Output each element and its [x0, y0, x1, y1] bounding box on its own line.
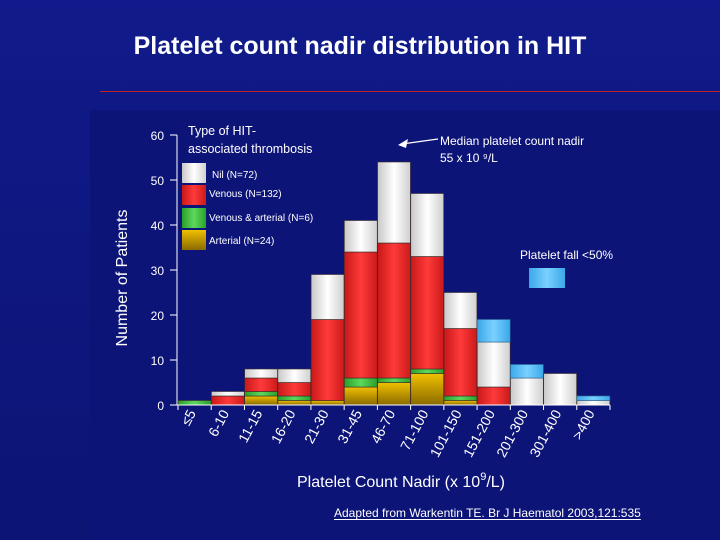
x-tick-label: 301-400: [526, 407, 564, 460]
bar-nil-400: [576, 400, 611, 406]
bar-venous-arterial-16-20: [277, 395, 312, 401]
bar-nil-31-45: [344, 220, 378, 253]
x-tick-label: >400: [569, 407, 598, 443]
platelet-fall-swatch: [529, 268, 565, 288]
bar-nil-201-300: [510, 377, 544, 406]
x-tick-label: ≤5: [178, 407, 199, 428]
bar-platelet-fall-151-200: [476, 319, 511, 343]
bar-arterial-21-30: [310, 400, 345, 406]
median-annotation: Median platelet count nadir 55 x 10 ⁹/L: [398, 134, 584, 165]
bar-arterial-101-150: [443, 400, 478, 406]
median-arrow-line: [401, 138, 439, 145]
x-tick-label: 16-20: [268, 407, 299, 446]
median-annotation-line1: Median platelet count nadir: [440, 134, 584, 148]
title-divider: [100, 91, 720, 92]
slide-title: Platelet count nadir distribution in HIT: [133, 32, 587, 60]
x-tick-label: 6-10: [205, 407, 232, 439]
bar-venous-101-150: [443, 328, 478, 397]
y-axis-label: Number of Patients: [114, 210, 131, 347]
platelet-fall-label: Platelet fall <50%: [520, 248, 613, 262]
legend-swatch-venous-arterial: [182, 208, 206, 228]
x-tick-label: 46-70: [367, 407, 398, 446]
bar-venous-11-15: [244, 377, 278, 392]
y-tick-label: 50: [151, 174, 165, 188]
bar-venous-21-30: [310, 319, 345, 401]
bar-arterial-71-100: [410, 373, 444, 406]
source-credit: Adapted from Warkentin TE. Br J Haematol…: [334, 506, 641, 520]
x-tick-label: 71-100: [397, 407, 432, 453]
bar-venous-31-45: [344, 251, 378, 379]
bar-platelet-fall-201-300: [510, 364, 544, 379]
bar-arterial-46-70: [377, 382, 411, 406]
bar-nil-301-400: [543, 373, 577, 406]
bar-venous-6-10: [211, 395, 245, 406]
legend-title-line2: associated thrombosis: [188, 142, 312, 156]
legend: Type of HIT- associated thrombosis Nil (…: [182, 124, 313, 250]
legend-label-venous-arterial: Venous & arterial (N=6): [209, 213, 313, 224]
bar-arterial-16-20: [277, 400, 312, 406]
bar-venous-46-70: [377, 242, 411, 379]
bar-nil-46-70: [377, 161, 411, 244]
bar-venous-arterial-5: [177, 400, 212, 406]
bar-venous-arterial-31-45: [344, 377, 378, 388]
y-tick-label: 30: [151, 264, 165, 278]
bar-venous-arterial-101-150: [443, 395, 478, 401]
bar-nil-101-150: [443, 292, 478, 329]
bar-arterial-11-15: [244, 395, 278, 406]
bar-nil-16-20: [277, 368, 312, 383]
bar-venous-151-200: [476, 386, 511, 406]
bar-venous-71-100: [410, 256, 444, 370]
bar-venous-arterial-71-100: [410, 368, 444, 374]
legend-swatch-nil: [182, 163, 206, 183]
y-tick-label: 40: [151, 219, 165, 233]
bar-venous-arterial-11-15: [244, 391, 278, 397]
bar-nil-11-15: [244, 368, 278, 379]
x-axis-label: Platelet Count Nadir (x 109/L): [297, 471, 505, 491]
bar-arterial-31-45: [344, 386, 378, 406]
legend-swatch-venous: [182, 185, 206, 205]
bar-platelet-fall-400: [576, 395, 611, 401]
x-tick-label: 11-15: [235, 407, 266, 445]
bar-venous-16-20: [277, 382, 312, 397]
bar-venous-arterial-46-70: [377, 377, 411, 383]
legend-label-venous: Venous (N=132): [209, 189, 282, 200]
y-tick-label: 20: [151, 309, 165, 323]
legend-title-line1: Type of HIT-: [188, 124, 256, 138]
x-tick-label: 31-45: [334, 407, 365, 446]
bar-nil-151-200: [476, 341, 511, 388]
y-tick-label: 60: [151, 129, 165, 143]
legend-swatch-arterial: [182, 230, 206, 250]
y-tick-label: 10: [151, 354, 165, 368]
bar-nil-6-10: [211, 391, 245, 397]
bar-nil-71-100: [410, 193, 444, 257]
median-annotation-line2: 55 x 10 ⁹/L: [440, 151, 498, 165]
bar-nil-21-30: [310, 274, 345, 320]
legend-label-arterial: Arterial (N=24): [209, 236, 274, 247]
legend-label-nil: Nil (N=72): [212, 170, 257, 181]
y-tick-label: 0: [157, 399, 164, 413]
x-tick-label: 21-30: [301, 407, 332, 446]
median-arrow-head: [398, 139, 408, 148]
